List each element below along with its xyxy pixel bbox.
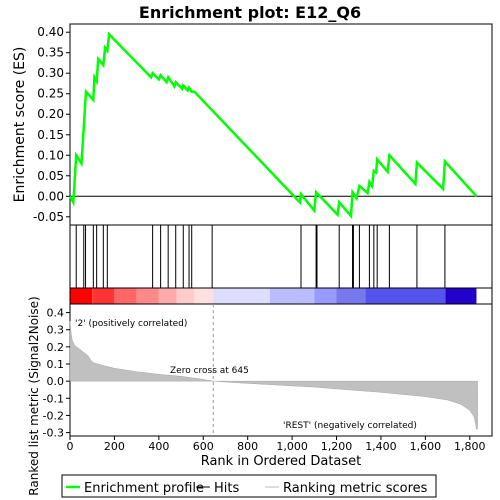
rank-heatmap-bar xyxy=(69,287,493,305)
enrichment-profile-line xyxy=(68,31,478,220)
xtick-label: 1,000 xyxy=(276,440,308,453)
es-ytick-label: 0.05 xyxy=(37,169,64,183)
heat-band xyxy=(158,288,177,304)
es-ylabel: Enrichment score (ES) xyxy=(12,47,28,203)
hits-frame xyxy=(69,224,493,289)
heat-band xyxy=(365,288,446,304)
metric-ytick-label: 0.0 xyxy=(47,375,65,388)
xtick-label: 1,600 xyxy=(410,440,442,453)
metric-ytick-label: 0.4 xyxy=(47,307,65,320)
heat-band xyxy=(314,288,337,304)
heat-band xyxy=(213,288,270,304)
metric-panel: Zero cross at 645 '2' (positively correla… xyxy=(27,296,493,496)
legend-box xyxy=(61,474,437,498)
xtick-label: 600 xyxy=(193,440,214,453)
heat-band xyxy=(336,288,366,304)
metric-ytick-label: -0.2 xyxy=(43,409,64,422)
heat-band xyxy=(269,288,315,304)
heat-band xyxy=(114,288,137,304)
heat-band xyxy=(445,288,477,304)
heat-band xyxy=(176,288,195,304)
zero-cross-label: Zero cross at 645 xyxy=(170,366,249,376)
chart-title: Enrichment plot: E12_Q6 xyxy=(139,3,361,22)
es-ytick-label: -0.05 xyxy=(33,210,64,224)
heat-band xyxy=(194,288,214,304)
xlabel: Rank in Ordered Dataset xyxy=(201,454,362,469)
es-plot-frame xyxy=(69,23,493,226)
es-panel: -0.05 0.00 0.05 0.10 0.15 0.20 0.25 0.30 0.35 0.4… xyxy=(12,23,493,226)
es-ytick-label: 0.35 xyxy=(37,46,64,60)
legend-item-label: Enrichment profile xyxy=(84,481,204,496)
xtick-label: 1,800 xyxy=(454,440,486,453)
xtick-label: 1,200 xyxy=(321,440,353,453)
es-ytick-label: 0.30 xyxy=(37,66,64,80)
heat-band xyxy=(92,288,115,304)
xtick-label: 800 xyxy=(237,440,258,453)
xtick-label: 1,400 xyxy=(365,440,397,453)
metric-ytick-label: 0.1 xyxy=(47,358,65,371)
es-ytick-label: 0.00 xyxy=(37,189,64,203)
heat-band xyxy=(70,288,93,304)
es-ytick-label: 0.20 xyxy=(37,107,64,121)
metric-plot-frame xyxy=(69,303,493,437)
negative-correlation-label: 'REST' (negatively correlated) xyxy=(283,421,417,431)
hits-panel xyxy=(69,224,493,289)
es-ytick-label: 0.25 xyxy=(37,87,64,101)
es-ytick-label: 0.15 xyxy=(37,128,64,142)
xtick-label: 400 xyxy=(148,440,169,453)
es-ytick-label: 0.10 xyxy=(37,148,64,162)
metric-ytick-label: -0.1 xyxy=(43,392,64,405)
xtick-label: 200 xyxy=(104,440,125,453)
ranking-metric-area xyxy=(69,321,478,430)
metric-ytick-label: 0.2 xyxy=(47,341,65,354)
legend-item-label: Ranking metric scores xyxy=(283,481,428,496)
legend-item-label: Hits xyxy=(214,481,239,496)
heat-band xyxy=(136,288,159,304)
xtick-label: 0 xyxy=(67,440,74,453)
legend: Enrichment profile Hits Ranking metric sco… xyxy=(61,474,437,498)
metric-ytick-label: -0.3 xyxy=(43,427,64,440)
positive-correlation-label: '2' (positively correlated) xyxy=(75,319,187,329)
metric-ylabel: Ranked list metric (Signal2Noise) xyxy=(27,296,41,495)
es-ytick-label: 0.40 xyxy=(37,25,64,39)
metric-ytick-label: 0.3 xyxy=(47,324,65,337)
